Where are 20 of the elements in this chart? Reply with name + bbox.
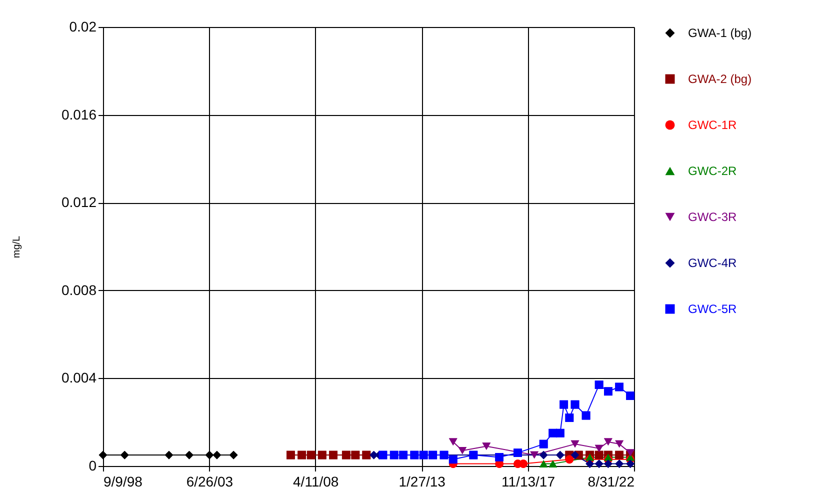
y-axis-title: mg/L xyxy=(11,235,22,258)
x-tick-label: 8/31/22 xyxy=(588,474,635,489)
y-tick-label: 0.008 xyxy=(61,282,97,298)
y-tick-label: 0.012 xyxy=(61,194,97,210)
legend-label: GWC-3R xyxy=(688,210,737,224)
x-tick-label: 1/27/13 xyxy=(398,474,446,489)
y-tick-label: 0.004 xyxy=(61,370,97,386)
legend-label: GWC-5R xyxy=(688,302,737,316)
x-tick-label: 6/26/03 xyxy=(186,474,234,489)
x-tick-label: 9/9/98 xyxy=(104,474,143,489)
legend-label: GWC-4R xyxy=(688,256,737,270)
y-tick-label: 0.016 xyxy=(61,106,97,122)
y-tick-label: 0 xyxy=(88,458,97,474)
legend-label: GWC-2R xyxy=(688,164,737,178)
x-tick-label: 11/13/17 xyxy=(502,474,556,489)
legend-label: GWC-1R xyxy=(688,118,737,132)
x-tick-label: 4/11/08 xyxy=(293,474,339,489)
legend-label: GWA-2 (bg) xyxy=(688,72,752,86)
legend-label: GWA-1 (bg) xyxy=(688,26,752,40)
y-tick-label: 0.02 xyxy=(69,18,97,34)
